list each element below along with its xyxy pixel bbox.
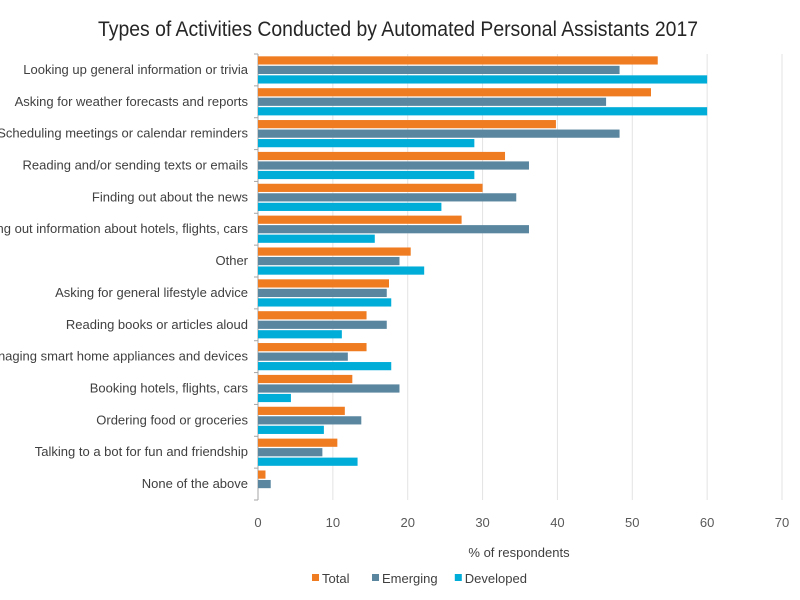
legend-swatch-total bbox=[312, 574, 319, 581]
bar-developed bbox=[258, 362, 392, 371]
bar-developed bbox=[258, 75, 708, 84]
category-label: Reading books or articles aloud bbox=[66, 317, 248, 332]
legend-swatch-emerging bbox=[372, 574, 379, 581]
legend: Total Emerging Developed bbox=[312, 571, 527, 586]
bar-emerging bbox=[258, 320, 387, 329]
bar-emerging bbox=[258, 288, 387, 298]
bar-emerging bbox=[258, 256, 400, 266]
bar-total bbox=[258, 247, 411, 256]
x-tick-label: 30 bbox=[475, 515, 489, 530]
category-label: Finding out about the news bbox=[92, 189, 249, 204]
bars bbox=[258, 56, 708, 489]
x-tick-labels: 0 10 20 30 40 50 60 70 bbox=[254, 515, 789, 530]
bar-total bbox=[258, 438, 338, 447]
legend-label-total: Total bbox=[322, 571, 350, 586]
bar-developed bbox=[258, 393, 291, 403]
bar-emerging bbox=[258, 129, 620, 138]
bar-total bbox=[258, 406, 345, 415]
category-label: Ordering food or groceries bbox=[96, 412, 248, 427]
x-tick-label: 60 bbox=[700, 515, 714, 530]
bar-total bbox=[258, 215, 462, 224]
bar-developed bbox=[258, 425, 324, 434]
bar-developed bbox=[258, 298, 392, 307]
chart-title: Types of Activities Conducted by Automat… bbox=[98, 18, 698, 41]
legend-swatch-developed bbox=[454, 574, 462, 581]
bar-total bbox=[258, 343, 367, 352]
bar-total bbox=[258, 56, 658, 65]
category-label: Scheduling meetings or calendar reminder… bbox=[0, 126, 248, 141]
x-axis-label: % of respondents bbox=[468, 545, 570, 560]
category-label: Asking for weather forecasts and reports bbox=[15, 94, 249, 109]
bar-developed bbox=[258, 170, 475, 180]
category-label: Finding out information about hotels, fl… bbox=[0, 221, 248, 236]
bar-emerging bbox=[258, 97, 607, 106]
legend-label-developed: Developed bbox=[465, 571, 527, 586]
x-tick-label: 50 bbox=[625, 515, 639, 530]
bar-emerging bbox=[258, 384, 400, 393]
category-label: Asking for general lifestyle advice bbox=[55, 285, 248, 300]
category-label: Reading and/or sending texts or emails bbox=[23, 158, 249, 173]
legend-label-emerging: Emerging bbox=[382, 571, 438, 586]
bar-emerging bbox=[258, 416, 362, 425]
bar-developed bbox=[258, 330, 342, 339]
bar-total bbox=[258, 279, 389, 288]
bar-emerging bbox=[258, 193, 517, 202]
x-tick-label: 70 bbox=[775, 515, 789, 530]
bar-total bbox=[258, 88, 651, 97]
bar-total bbox=[258, 120, 556, 129]
bar-total bbox=[258, 151, 506, 161]
gridlines bbox=[254, 53, 783, 501]
category-label: Talking to a bot for fun and friendship bbox=[35, 444, 248, 459]
bar-developed bbox=[258, 266, 425, 275]
bar-emerging bbox=[258, 479, 271, 489]
category-label: Other bbox=[215, 253, 248, 268]
bar-emerging bbox=[258, 161, 529, 170]
bar-developed bbox=[258, 457, 358, 466]
category-label: None of the above bbox=[142, 476, 248, 491]
bar-total bbox=[258, 470, 266, 479]
x-tick-label: 0 bbox=[254, 515, 261, 530]
bar-developed bbox=[258, 107, 708, 116]
bar-emerging bbox=[258, 352, 348, 361]
bar-emerging bbox=[258, 225, 529, 234]
category-label: Booking hotels, flights, cars bbox=[90, 381, 249, 396]
bar-emerging bbox=[258, 448, 323, 457]
bar-developed bbox=[258, 202, 442, 211]
bar-developed bbox=[258, 234, 375, 243]
category-labels: Looking up general information or trivia… bbox=[0, 62, 249, 491]
bar-total bbox=[258, 183, 483, 192]
bar-developed bbox=[258, 139, 475, 148]
x-tick-label: 10 bbox=[326, 515, 340, 530]
bar-emerging bbox=[258, 65, 620, 75]
x-tick-label: 40 bbox=[550, 515, 564, 530]
category-label: Looking up general information or trivia bbox=[23, 62, 249, 77]
bar-total bbox=[258, 374, 353, 384]
category-label: Managing smart home appliances and devic… bbox=[0, 349, 248, 364]
x-tick-label: 20 bbox=[400, 515, 414, 530]
bar-total bbox=[258, 311, 367, 320]
